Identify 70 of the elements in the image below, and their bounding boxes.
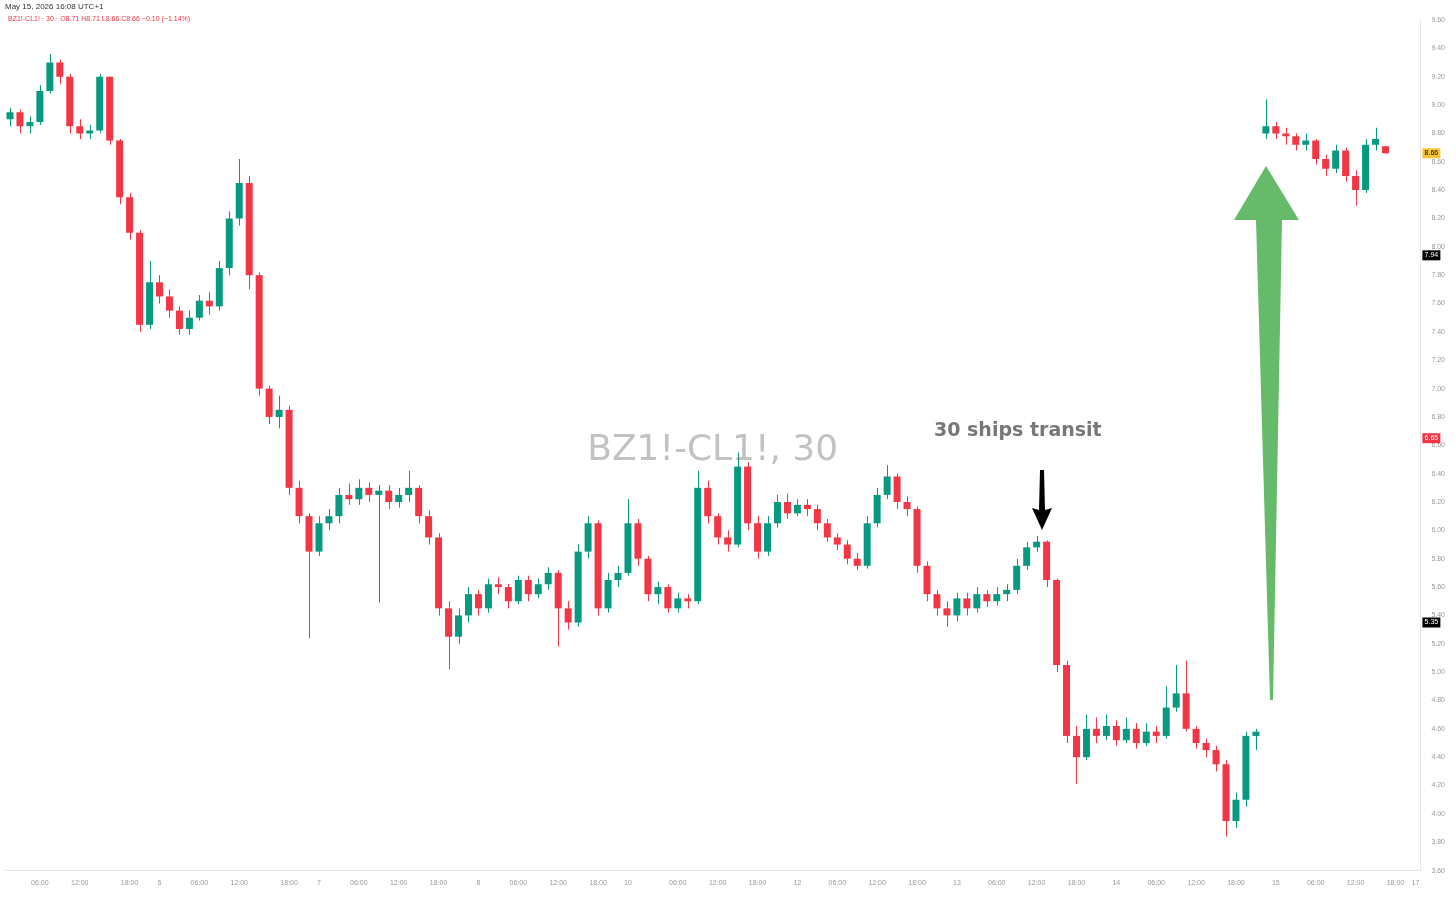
- candlestick: [395, 487, 403, 509]
- candlestick: [1332, 144, 1340, 174]
- candlestick: [355, 478, 363, 506]
- candlestick: [1112, 719, 1120, 747]
- candlestick: [724, 529, 732, 553]
- candlestick: [455, 607, 463, 645]
- candlestick: [1322, 154, 1330, 177]
- candlestick: [1122, 716, 1130, 744]
- candlestick: [1142, 722, 1150, 747]
- candlestick: [1073, 725, 1080, 785]
- candlestick: [425, 510, 433, 546]
- candlestick: [993, 586, 1001, 606]
- candlestick: [843, 539, 851, 565]
- candlestick: [6, 107, 14, 127]
- candlestick: [1262, 98, 1270, 140]
- candlestick: [504, 583, 512, 609]
- candlestick: [953, 592, 961, 622]
- candlestick: [674, 592, 682, 614]
- candlestick: [903, 495, 911, 517]
- text: May 15, 2026 16:08 UTC+1: [5, 2, 105, 12]
- candlestick: [1102, 714, 1110, 741]
- candlestick: [345, 483, 353, 506]
- candlestick: [1192, 725, 1200, 750]
- candlestick: [1202, 738, 1210, 758]
- candlestick: [813, 504, 821, 531]
- candlestick: [1132, 722, 1140, 750]
- candlestick: [773, 494, 781, 529]
- candlestick: [76, 118, 84, 140]
- candlestick: [165, 288, 173, 319]
- candlestick: [664, 583, 672, 614]
- candlestick: [474, 589, 482, 616]
- candlestick: [175, 305, 183, 336]
- candlestick: [185, 310, 193, 336]
- candlestick: [275, 395, 283, 429]
- candlestick: [1352, 169, 1360, 207]
- candlestick: [714, 512, 722, 546]
- candlestick: [405, 470, 413, 503]
- candlestick: [335, 487, 343, 524]
- candlestick: [654, 580, 662, 605]
- candlestick: [544, 566, 552, 591]
- annotation: 30 ships transit: [934, 417, 1102, 440]
- candlestick: [963, 592, 971, 616]
- candlestick: [1232, 792, 1240, 829]
- candlestick: [156, 274, 163, 305]
- candlestick: [973, 586, 981, 614]
- candlestick: [514, 575, 522, 605]
- candlestick: [1252, 728, 1260, 751]
- candlestick: [195, 294, 203, 322]
- candlestick: [943, 600, 951, 628]
- candlestick: [534, 578, 542, 599]
- candlestick: [1172, 664, 1180, 713]
- candlestick: [823, 518, 831, 543]
- candlestick: [385, 484, 393, 510]
- candlestick: [375, 484, 383, 604]
- candlestick: [883, 464, 891, 500]
- text: BZ1!-CL1!, 30: [587, 427, 839, 469]
- candlestick: [564, 600, 572, 631]
- candlestick: [365, 481, 373, 503]
- candlestick: [1212, 745, 1220, 772]
- candlestick: [1372, 127, 1380, 151]
- candlestick: [465, 586, 472, 624]
- candlestick: [524, 575, 532, 602]
- candlestick: [325, 508, 333, 531]
- candlestick: [1312, 138, 1320, 166]
- candlestick: [933, 589, 941, 616]
- candlestick: [16, 108, 24, 134]
- candlestick: [56, 59, 64, 85]
- candlestick: [1023, 541, 1031, 571]
- candlestick: [1092, 716, 1100, 744]
- candlestick: [783, 493, 791, 520]
